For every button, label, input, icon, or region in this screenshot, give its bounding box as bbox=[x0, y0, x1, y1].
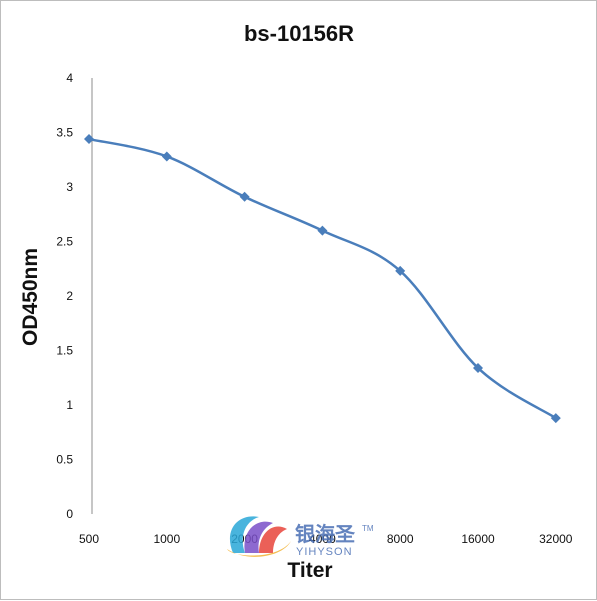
y-tick-label: 3 bbox=[66, 180, 73, 194]
x-tick-label: 1000 bbox=[153, 532, 180, 546]
watermark-swirl-icon bbox=[227, 516, 291, 557]
data-point-marker bbox=[317, 225, 328, 236]
data-point-marker bbox=[84, 134, 94, 145]
chart-title: bs-10156R bbox=[244, 21, 354, 46]
y-tick-label: 4 bbox=[66, 71, 73, 85]
y-axis-label: OD450nm bbox=[19, 248, 42, 346]
y-tick-label: 3.5 bbox=[56, 126, 73, 140]
series-line bbox=[88, 137, 557, 420]
x-axis-label: Titer bbox=[287, 559, 332, 582]
x-tick-label: 16000 bbox=[461, 532, 495, 546]
y-tick-label: 0.5 bbox=[56, 453, 73, 467]
y-tick-label: 1 bbox=[66, 398, 73, 412]
x-tick-label: 4000 bbox=[309, 532, 336, 546]
data-point-marker bbox=[550, 413, 561, 424]
x-tick-label: 32000 bbox=[539, 532, 573, 546]
y-tick-label: 0 bbox=[66, 507, 73, 521]
y-axis-ticks: 0 0.5 1 1.5 2 2.5 3 3.5 4 bbox=[56, 71, 73, 521]
watermark-trademark: TM bbox=[362, 524, 374, 533]
watermark-logo: 银海圣 TM YIHYSON bbox=[227, 516, 374, 558]
data-point-marker bbox=[473, 362, 483, 373]
data-point-marker bbox=[395, 265, 406, 276]
y-tick-label: 2 bbox=[66, 289, 73, 303]
x-tick-label: 8000 bbox=[387, 532, 414, 546]
y-tick-label: 1.5 bbox=[56, 344, 73, 358]
watermark-brand-cn: 银海圣 bbox=[295, 522, 356, 546]
watermark-brand-en: YIHYSON bbox=[296, 546, 353, 558]
x-tick-label: 500 bbox=[79, 532, 99, 546]
series-markers bbox=[84, 134, 561, 424]
data-point-marker bbox=[239, 191, 250, 202]
y-tick-label: 2.5 bbox=[56, 235, 73, 249]
data-point-marker bbox=[161, 151, 172, 162]
